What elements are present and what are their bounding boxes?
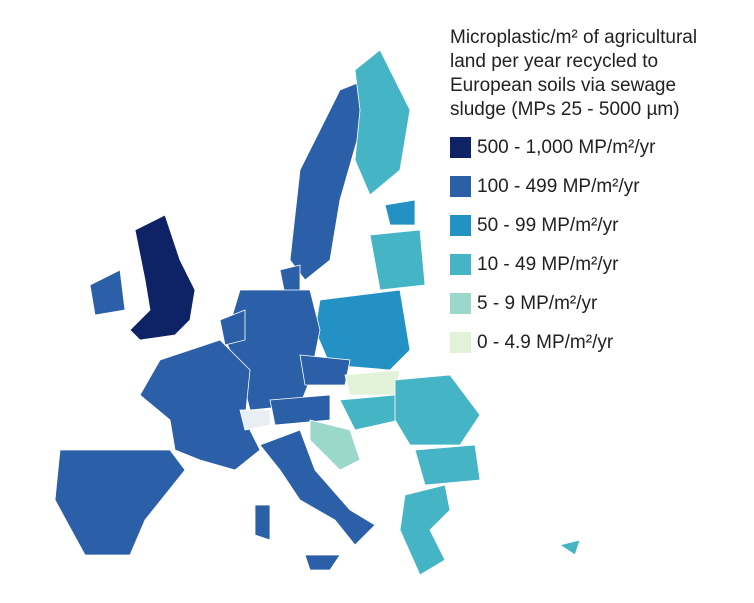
legend-item: 10 - 49 MP/m²/yr bbox=[450, 251, 697, 278]
country bbox=[344, 369, 401, 396]
country bbox=[289, 79, 366, 281]
country bbox=[369, 229, 426, 291]
country bbox=[339, 394, 401, 431]
country bbox=[54, 449, 186, 556]
country bbox=[354, 49, 411, 196]
legend-title-line: land per year recycled to bbox=[450, 51, 659, 72]
country bbox=[394, 374, 481, 446]
country bbox=[414, 444, 481, 486]
legend-label: 0 - 4.9 MP/m²/yr bbox=[477, 331, 614, 353]
country bbox=[259, 429, 376, 546]
country bbox=[299, 354, 351, 386]
legend-label: 5 - 9 MP/m²/yr bbox=[477, 292, 598, 314]
legend-title-line: sludge (MPs 25 - 5000 µm) bbox=[450, 99, 680, 120]
country bbox=[399, 484, 451, 576]
legend-swatch bbox=[450, 293, 471, 314]
legend-swatch bbox=[450, 176, 471, 197]
country bbox=[384, 199, 416, 226]
legend-title-line: European soils via sewage bbox=[450, 75, 677, 96]
legend: Microplastic/m² of agricultural land per … bbox=[450, 26, 697, 356]
legend-title-line: Microplastic/m² of agricultural bbox=[450, 27, 698, 48]
country bbox=[254, 504, 271, 541]
country bbox=[89, 269, 126, 316]
legend-label: 100 - 499 MP/m²/yr bbox=[477, 175, 640, 197]
legend-item: 0 - 4.9 MP/m²/yr bbox=[450, 329, 697, 356]
non-eu-country bbox=[239, 409, 271, 431]
legend-swatch bbox=[450, 254, 471, 275]
legend-item: 100 - 499 MP/m²/yr bbox=[450, 173, 697, 200]
legend-swatch bbox=[450, 332, 471, 353]
legend-label: 50 - 99 MP/m²/yr bbox=[477, 214, 619, 236]
country bbox=[129, 214, 196, 341]
country bbox=[139, 339, 261, 471]
country bbox=[559, 539, 581, 556]
country bbox=[309, 419, 361, 471]
country bbox=[269, 394, 331, 426]
legend-item: 5 - 9 MP/m²/yr bbox=[450, 290, 697, 317]
legend-item: 500 - 1,000 MP/m²/yr bbox=[450, 134, 697, 161]
legend-label: 10 - 49 MP/m²/yr bbox=[477, 253, 619, 275]
legend-item: 50 - 99 MP/m²/yr bbox=[450, 212, 697, 239]
legend-label: 500 - 1,000 MP/m²/yr bbox=[477, 136, 656, 158]
country bbox=[219, 309, 246, 346]
legend-swatch bbox=[450, 215, 471, 236]
country bbox=[304, 554, 341, 571]
legend-swatch bbox=[450, 137, 471, 158]
